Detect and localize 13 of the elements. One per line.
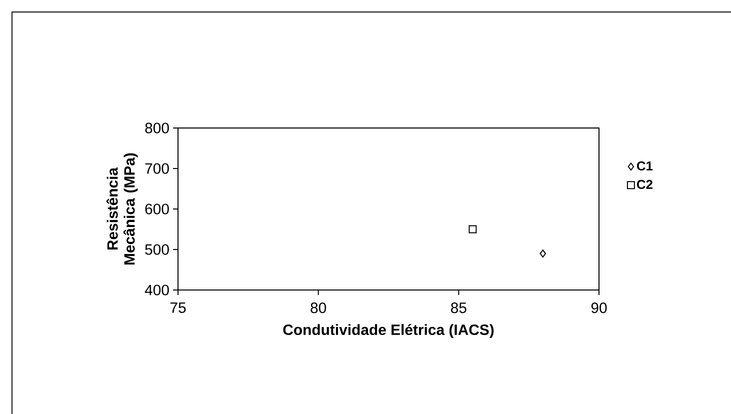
legend-label: C2 — [636, 180, 652, 190]
y-tick-label: 700 — [145, 163, 169, 174]
x-tick-label: 90 — [591, 302, 607, 314]
y-axis-title: Resistência Mecânica (MPa) — [106, 153, 138, 264]
x-axis-title: Condutividade Elétrica (IACS) — [283, 324, 494, 338]
x-tick-label: 75 — [170, 302, 186, 313]
y-tick-label: 600 — [145, 204, 169, 214]
legend-label: C1 — [636, 161, 653, 171]
y-tick-label: 400 — [144, 284, 169, 296]
y-tick-label: 800 — [145, 122, 169, 134]
x-tick-label: 80 — [310, 302, 326, 314]
x-tick-label: 85 — [451, 302, 466, 314]
y-tick-label: 500 — [145, 244, 169, 255]
